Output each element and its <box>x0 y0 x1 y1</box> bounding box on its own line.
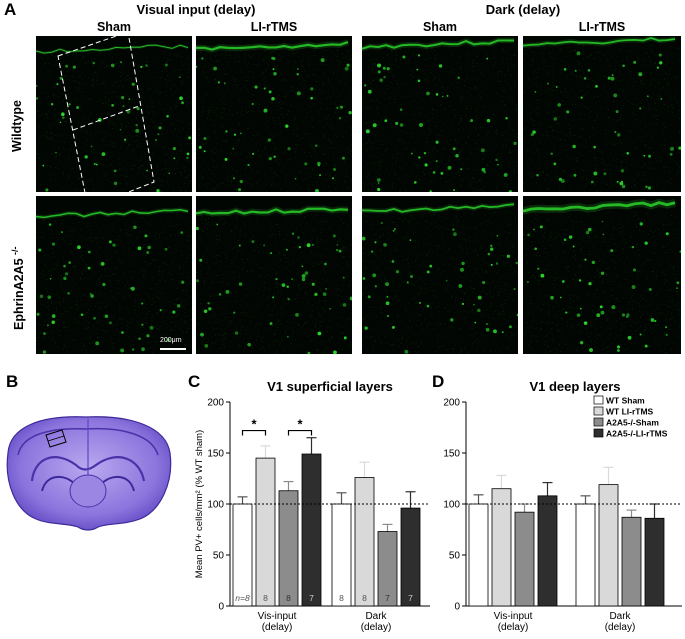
x-category-label: Dark <box>365 611 387 622</box>
y-tick-label: 200 <box>443 398 460 409</box>
bar <box>537 495 558 607</box>
micrograph-wt-dark-sham <box>362 36 518 192</box>
legend-swatch <box>593 406 604 416</box>
row-label-ephrin: EphrinA2A5 -/- <box>10 246 26 330</box>
chart-superficial-layers: 0 50 100 150 200 Mean PV+ cells/mm² (% WT sha… <box>194 398 430 633</box>
x-category-label: Dark <box>609 611 631 622</box>
x-category-label: (delay) <box>262 622 293 633</box>
n-label: 8 <box>286 593 291 603</box>
legend-label: WT LI-rTMS <box>606 407 654 417</box>
micrograph-ko-dark-sham <box>362 196 518 354</box>
y-axis-label: Mean PV+ cells/mm² (% WT sham) <box>194 430 205 578</box>
bar <box>400 507 421 607</box>
significance-star: * <box>297 417 303 432</box>
fluorescence-texture <box>362 201 518 354</box>
bar <box>301 453 322 607</box>
x-category-label: Vis-input <box>494 611 533 622</box>
fluorescence-texture <box>36 43 192 192</box>
legend-label: A2A5-/-Sham <box>606 418 659 428</box>
column-header-dark-li: LI-rTMS <box>578 20 626 34</box>
row-label-ephrin-text: EphrinA2A5 <box>12 258 27 330</box>
x-category-label: (delay) <box>498 622 529 633</box>
column-header-dark-sham: Sham <box>422 20 458 34</box>
chart-title-deep: V1 deep layers <box>529 379 621 394</box>
significance-star: * <box>251 417 257 432</box>
fluorescence-texture <box>196 205 352 354</box>
chart-title-superficial: V1 superficial layers <box>267 379 393 394</box>
fluorescence-texture <box>196 39 352 192</box>
n-label: 7 <box>385 593 390 603</box>
micrograph-ko-vis-sham: 200μm <box>36 196 192 354</box>
scale-bar <box>160 348 186 350</box>
bar <box>598 484 619 607</box>
bar <box>232 503 253 607</box>
fluorescence-texture <box>362 37 518 192</box>
bar <box>278 490 299 607</box>
y-tick-label: 0 <box>218 602 224 613</box>
bar <box>377 531 398 607</box>
n-label: 8 <box>362 593 367 603</box>
n-label: n=8 <box>235 593 250 603</box>
y-tick-label: 150 <box>207 449 224 460</box>
chart-deep-layers: 050100150200Vis-input(delay)Dark(delay)W… <box>443 395 682 633</box>
bar <box>644 517 665 607</box>
column-header-vis-sham: Sham <box>96 20 132 34</box>
micrograph-wt-vis-sham <box>36 36 192 192</box>
fluorescence-texture <box>36 207 192 354</box>
n-label: 8 <box>263 593 268 603</box>
legend-swatch <box>593 417 604 427</box>
y-tick-label: 50 <box>213 551 225 562</box>
legend-swatch <box>593 395 604 405</box>
panel-letter-b: B <box>6 372 19 391</box>
n-label: 7 <box>408 593 413 603</box>
bar <box>491 488 512 607</box>
micrograph-ko-vis-li <box>196 196 352 354</box>
legend-label: A2A5-/-LI-rTMS <box>606 429 668 439</box>
legend-swatch <box>593 428 604 438</box>
roi-outline <box>57 36 155 192</box>
panel-letter-d: D <box>432 372 445 391</box>
y-tick-label: 50 <box>449 551 461 562</box>
x-category-label: (delay) <box>361 622 392 633</box>
row-label-wildtype: Wildtype <box>10 100 24 152</box>
group-header-visual: Visual input (delay) <box>136 2 256 17</box>
bar <box>575 503 596 607</box>
row-label-ephrin-sup: -/- <box>10 246 20 255</box>
bar <box>354 477 375 607</box>
column-header-vis-li: LI-rTMS <box>250 20 298 34</box>
y-tick-label: 150 <box>443 449 460 460</box>
significance-bracket <box>241 429 267 436</box>
y-tick-label: 100 <box>207 500 224 511</box>
legend-label: WT Sham <box>606 396 645 406</box>
significance-bracket <box>287 429 313 436</box>
y-tick-label: 0 <box>454 602 460 613</box>
bar <box>255 457 276 607</box>
panel-letter-a: A <box>4 0 17 19</box>
micrograph-wt-vis-li <box>196 36 352 192</box>
bar <box>468 503 489 607</box>
scale-bar-label: 200μm <box>160 337 182 344</box>
brain-section-image <box>6 416 172 531</box>
group-header-dark: Dark (delay) <box>485 2 561 17</box>
bar <box>331 503 352 607</box>
y-tick-label: 100 <box>443 500 460 511</box>
n-label: 7 <box>309 593 314 603</box>
y-tick-label: 200 <box>207 398 224 409</box>
micrograph-wt-dark-li <box>523 36 681 192</box>
x-category-label: Vis-input <box>258 611 297 622</box>
x-category-label: (delay) <box>605 622 636 633</box>
bar <box>514 511 535 607</box>
fluorescence-texture <box>523 36 681 192</box>
micrograph-ko-dark-li <box>523 196 681 354</box>
n-label: 8 <box>339 593 344 603</box>
fluorescence-texture <box>523 198 681 354</box>
bar <box>621 516 642 607</box>
panel-letter-c: C <box>188 372 201 391</box>
